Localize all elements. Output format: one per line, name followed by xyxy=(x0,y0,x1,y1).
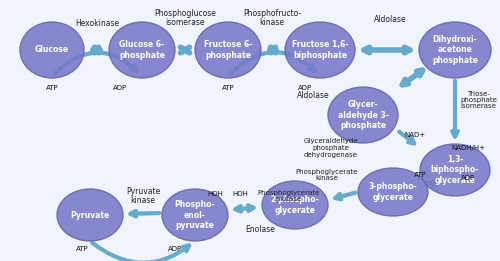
Ellipse shape xyxy=(328,87,398,143)
Text: Fructose 1,6-
biphosphate: Fructose 1,6- biphosphate xyxy=(292,40,348,60)
Text: 3-phospho-
glycerate: 3-phospho- glycerate xyxy=(368,182,418,202)
Text: ATP: ATP xyxy=(76,246,88,252)
Text: Glyceraldehyde
phosphate
dehydrogenase: Glyceraldehyde phosphate dehydrogenase xyxy=(304,139,358,157)
Text: ADP: ADP xyxy=(168,246,182,252)
Text: 2-phospho-
glycerate: 2-phospho- glycerate xyxy=(270,195,320,215)
Text: Phosphoglycerate
kinase: Phosphoglycerate kinase xyxy=(296,169,358,181)
Text: ATP: ATP xyxy=(222,85,234,91)
Text: HOH: HOH xyxy=(232,191,248,197)
Text: NAD+: NAD+ xyxy=(404,132,425,138)
Text: Phospho-
enol-
pyruvate: Phospho- enol- pyruvate xyxy=(174,200,216,230)
Text: Glycer-
aldehyde 3-
phosphate: Glycer- aldehyde 3- phosphate xyxy=(338,100,388,130)
Ellipse shape xyxy=(262,181,328,229)
Ellipse shape xyxy=(162,189,228,241)
Ellipse shape xyxy=(419,22,491,78)
Text: Aldolase: Aldolase xyxy=(374,15,406,25)
Text: ADP: ADP xyxy=(113,85,127,91)
Text: ADP: ADP xyxy=(461,175,475,181)
Text: Dihydroxi-
acetone
phosphate: Dihydroxi- acetone phosphate xyxy=(432,35,478,65)
Text: Fructose 6-
phosphate: Fructose 6- phosphate xyxy=(204,40,252,60)
Ellipse shape xyxy=(20,22,84,78)
Text: NADH/H+: NADH/H+ xyxy=(451,145,485,151)
Ellipse shape xyxy=(109,22,175,78)
Text: 1,3-
biphospho-
glycerate: 1,3- biphospho- glycerate xyxy=(431,155,479,185)
Text: Pyruvate
kinase: Pyruvate kinase xyxy=(126,187,160,205)
Text: ATP: ATP xyxy=(414,172,426,178)
Text: Phosphoglucose
isomerase: Phosphoglucose isomerase xyxy=(154,9,216,27)
Text: Triose-
phosphate
isomerase: Triose- phosphate isomerase xyxy=(460,91,497,110)
Text: ADP: ADP xyxy=(298,85,312,91)
Ellipse shape xyxy=(285,22,355,78)
Ellipse shape xyxy=(195,22,261,78)
Text: HOH: HOH xyxy=(207,191,223,197)
Ellipse shape xyxy=(358,168,428,216)
Text: Enolase: Enolase xyxy=(245,226,275,234)
Text: Hexokinase: Hexokinase xyxy=(75,19,119,27)
Text: Aldolase: Aldolase xyxy=(296,91,330,99)
Ellipse shape xyxy=(57,189,123,241)
Text: ATP: ATP xyxy=(46,85,59,91)
Text: Glucose 6-
phosphate: Glucose 6- phosphate xyxy=(119,40,165,60)
Text: Phosphofructo-
kinase: Phosphofructo- kinase xyxy=(243,9,301,27)
Text: Phosphoglycerate
mutase: Phosphoglycerate mutase xyxy=(258,190,320,202)
Ellipse shape xyxy=(420,144,490,196)
Text: Pyruvate: Pyruvate xyxy=(70,211,110,220)
Text: Glucose: Glucose xyxy=(35,45,69,55)
